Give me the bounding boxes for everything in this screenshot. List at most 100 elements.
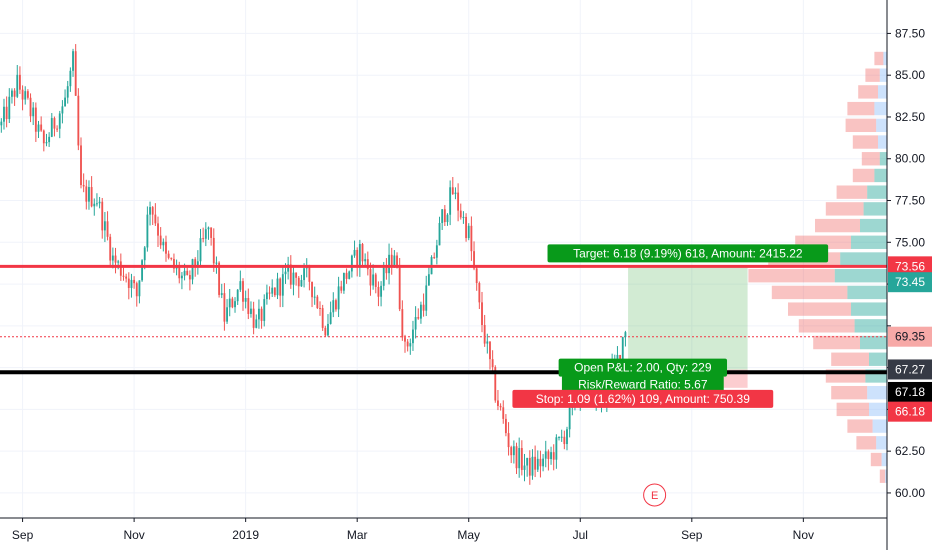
position-ratio-label: Risk/Reward Ratio: 5.67 (561, 375, 724, 394)
candle-body-197 (523, 465, 526, 470)
candle-body-122 (324, 327, 327, 336)
candle-body-72 (191, 259, 194, 280)
candle-body-161 (427, 274, 430, 286)
volume-profile-down-18 (831, 352, 869, 366)
candle-body-134 (356, 249, 359, 266)
volume-profile-up-11 (851, 235, 887, 249)
candle-body-171 (454, 192, 457, 195)
candle-body-150 (398, 267, 401, 310)
volume-profile-down-1 (865, 68, 880, 82)
candle-body-47 (125, 276, 128, 279)
candle-body-180 (478, 283, 481, 303)
candle-body-12 (32, 107, 35, 117)
candle-body-69 (183, 270, 186, 276)
candle-body-116 (308, 267, 311, 282)
candle-body-127 (337, 286, 340, 310)
candle-body-120 (319, 307, 321, 309)
position-open-pl-label: Open P&L: 2.00, Qty: 229 (558, 358, 728, 377)
candle-body-159 (422, 304, 425, 311)
candle-body-184 (489, 341, 491, 360)
candle-body-20 (53, 118, 56, 129)
candle-body-104 (276, 278, 279, 296)
price-tag-box-3 (888, 359, 932, 380)
candle-body-36 (96, 203, 98, 205)
candle-body-234 (621, 337, 624, 360)
ratio-label-box (561, 375, 724, 394)
candle-body-123 (327, 323, 329, 336)
candle-body-137 (364, 259, 367, 262)
candle-body-113 (300, 280, 303, 287)
earnings-icon[interactable] (643, 483, 667, 507)
price-axis[interactable]: 60.00 62.50 75.00 77.50 80.00 82.50 85.00 87.50… (886, 0, 932, 550)
candle-body-135 (358, 244, 361, 266)
volume-profile-up-10 (860, 218, 887, 233)
candle-body-177 (470, 225, 473, 252)
candle-body-129 (342, 272, 345, 291)
candle-body-84 (223, 293, 226, 322)
candle-body-196 (520, 448, 523, 470)
price-tick-label-7: 77.50 (895, 194, 925, 208)
candle-body-144 (382, 267, 385, 286)
candle-body-28 (74, 51, 77, 96)
candle-body-70 (186, 270, 189, 276)
time-axis[interactable]: Sep Nov 2019 Mar May Jul Sep Nov (0, 517, 887, 542)
candle-body-9 (24, 91, 27, 100)
candle-body-108 (287, 264, 290, 272)
volume-profile-up-12 (840, 252, 887, 266)
candle-body-115 (305, 267, 308, 269)
candle-body-125 (332, 300, 335, 313)
candle-body-61 (162, 241, 165, 246)
candle-body-41 (109, 236, 112, 261)
position-stop-label: Stop: 1.09 (1.62%) 109, Amount: 750.39 (512, 389, 774, 408)
volume-profile-down-3 (847, 101, 875, 116)
candle-body-164 (435, 245, 438, 258)
volume-profile-up-9 (863, 202, 887, 216)
candle-body-207 (550, 452, 552, 460)
candle-body-138 (366, 259, 369, 270)
candle-body-101 (268, 292, 271, 294)
price-tag-label-4: 67.18 (895, 385, 925, 399)
candle-body-95 (252, 308, 255, 328)
volume-profile-up-21 (869, 402, 887, 417)
candle-body-176 (467, 225, 470, 239)
candle-body-178 (473, 251, 475, 269)
volume-profile-up-5 (878, 135, 887, 149)
price-tick-label-10: 85.00 (895, 68, 925, 82)
candle-body-30 (80, 145, 82, 186)
candle-body-192 (510, 447, 513, 456)
candle-body-185 (491, 359, 494, 368)
candle-body-29 (77, 95, 80, 146)
candle-body-112 (297, 277, 300, 287)
price-tick-label-9: 82.50 (895, 110, 925, 124)
position-profit-zone[interactable] (628, 266, 748, 370)
candle-body-55 (146, 214, 149, 248)
candle-body-53 (141, 260, 144, 281)
candle-body-100 (265, 292, 268, 300)
volume-profile-up-7 (874, 168, 887, 183)
volume-profile-down-17 (813, 335, 860, 350)
candle-body-14 (37, 124, 40, 132)
price-tag-label-3: 67.27 (895, 362, 925, 376)
candle-body-203 (539, 458, 542, 467)
volume-profile-down-24 (870, 452, 882, 467)
candle-body-175 (465, 216, 468, 239)
price-tick-label-8: 80.00 (895, 152, 925, 166)
candle-body-87 (231, 298, 234, 308)
candle-body-99 (263, 299, 266, 321)
earnings-marker[interactable]: E (643, 483, 667, 507)
candle-body-71 (188, 275, 191, 280)
candle-body-146 (388, 254, 390, 274)
candle-body-85 (226, 307, 228, 322)
candle-body-97 (258, 308, 260, 320)
volume-profile-up-6 (879, 152, 887, 166)
price-tick-label-6: 75.00 (895, 235, 925, 249)
candle-body-189 (502, 407, 505, 419)
candle-body-165 (438, 222, 441, 246)
position-target-label: Target: 6.18 (9.19%) 618, Amount: 2415.2… (547, 244, 829, 263)
candle-body-86 (228, 298, 231, 308)
volume-profile-down-0 (874, 51, 884, 66)
volume-profile-up-2 (878, 85, 887, 99)
candle-body-193 (512, 446, 515, 456)
volume-profile-down-5 (852, 135, 878, 149)
